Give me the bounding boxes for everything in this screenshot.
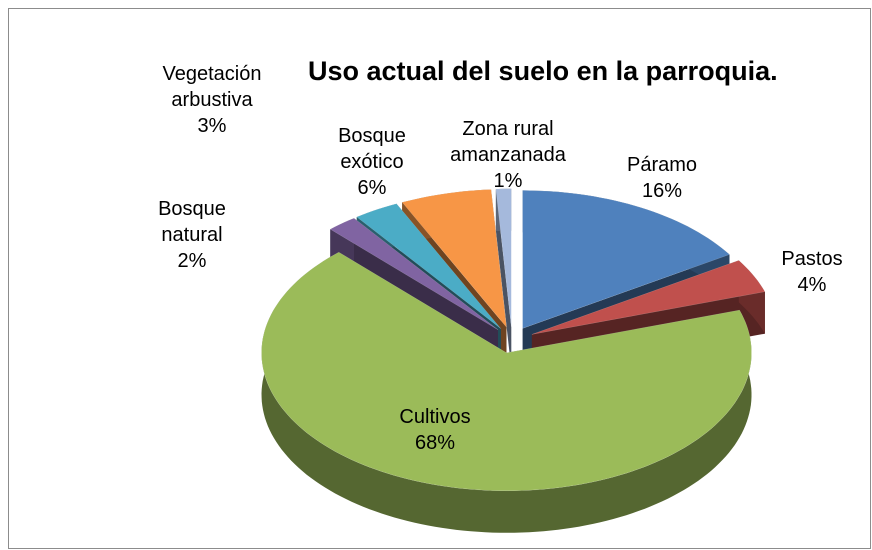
slice bbox=[356, 203, 501, 329]
slice bbox=[495, 188, 512, 327]
category-label: Vegetación arbustiva bbox=[162, 63, 262, 111]
value-label: 4% bbox=[797, 274, 827, 296]
category-label: Páramo bbox=[626, 154, 698, 176]
value-label: 16% bbox=[641, 180, 683, 202]
data-label: Cultivos 68% bbox=[399, 404, 470, 456]
slice bbox=[329, 217, 499, 331]
data-label: Pastos 4% bbox=[781, 246, 842, 298]
slice bbox=[522, 190, 730, 329]
data-label: Vegetación arbustiva 3% bbox=[163, 61, 262, 139]
data-label: Bosque exótico 6% bbox=[338, 123, 406, 201]
value-label: 2% bbox=[177, 250, 207, 272]
value-label: 6% bbox=[357, 177, 387, 199]
category-label: Bosque natural bbox=[158, 198, 226, 246]
value-label: 68% bbox=[414, 432, 456, 454]
category-label: Pastos bbox=[781, 248, 843, 270]
slice bbox=[401, 189, 507, 328]
slice bbox=[261, 251, 752, 492]
value-label: 3% bbox=[197, 115, 227, 137]
slice-wall bbox=[495, 189, 512, 369]
category-label: Zona rural amanzanada bbox=[450, 118, 566, 166]
data-label: Zona rural amanzanada 1% bbox=[450, 116, 566, 194]
data-label: Bosque natural 2% bbox=[158, 196, 226, 274]
value-label: 1% bbox=[493, 170, 523, 192]
category-label: Cultivos bbox=[399, 406, 471, 428]
slice bbox=[531, 260, 766, 335]
data-label: Páramo 16% bbox=[627, 152, 697, 204]
chart-title: Uso actual del suelo en la parroquia. bbox=[308, 56, 778, 86]
category-label: Bosque exótico bbox=[338, 125, 406, 173]
frame bbox=[8, 8, 871, 549]
